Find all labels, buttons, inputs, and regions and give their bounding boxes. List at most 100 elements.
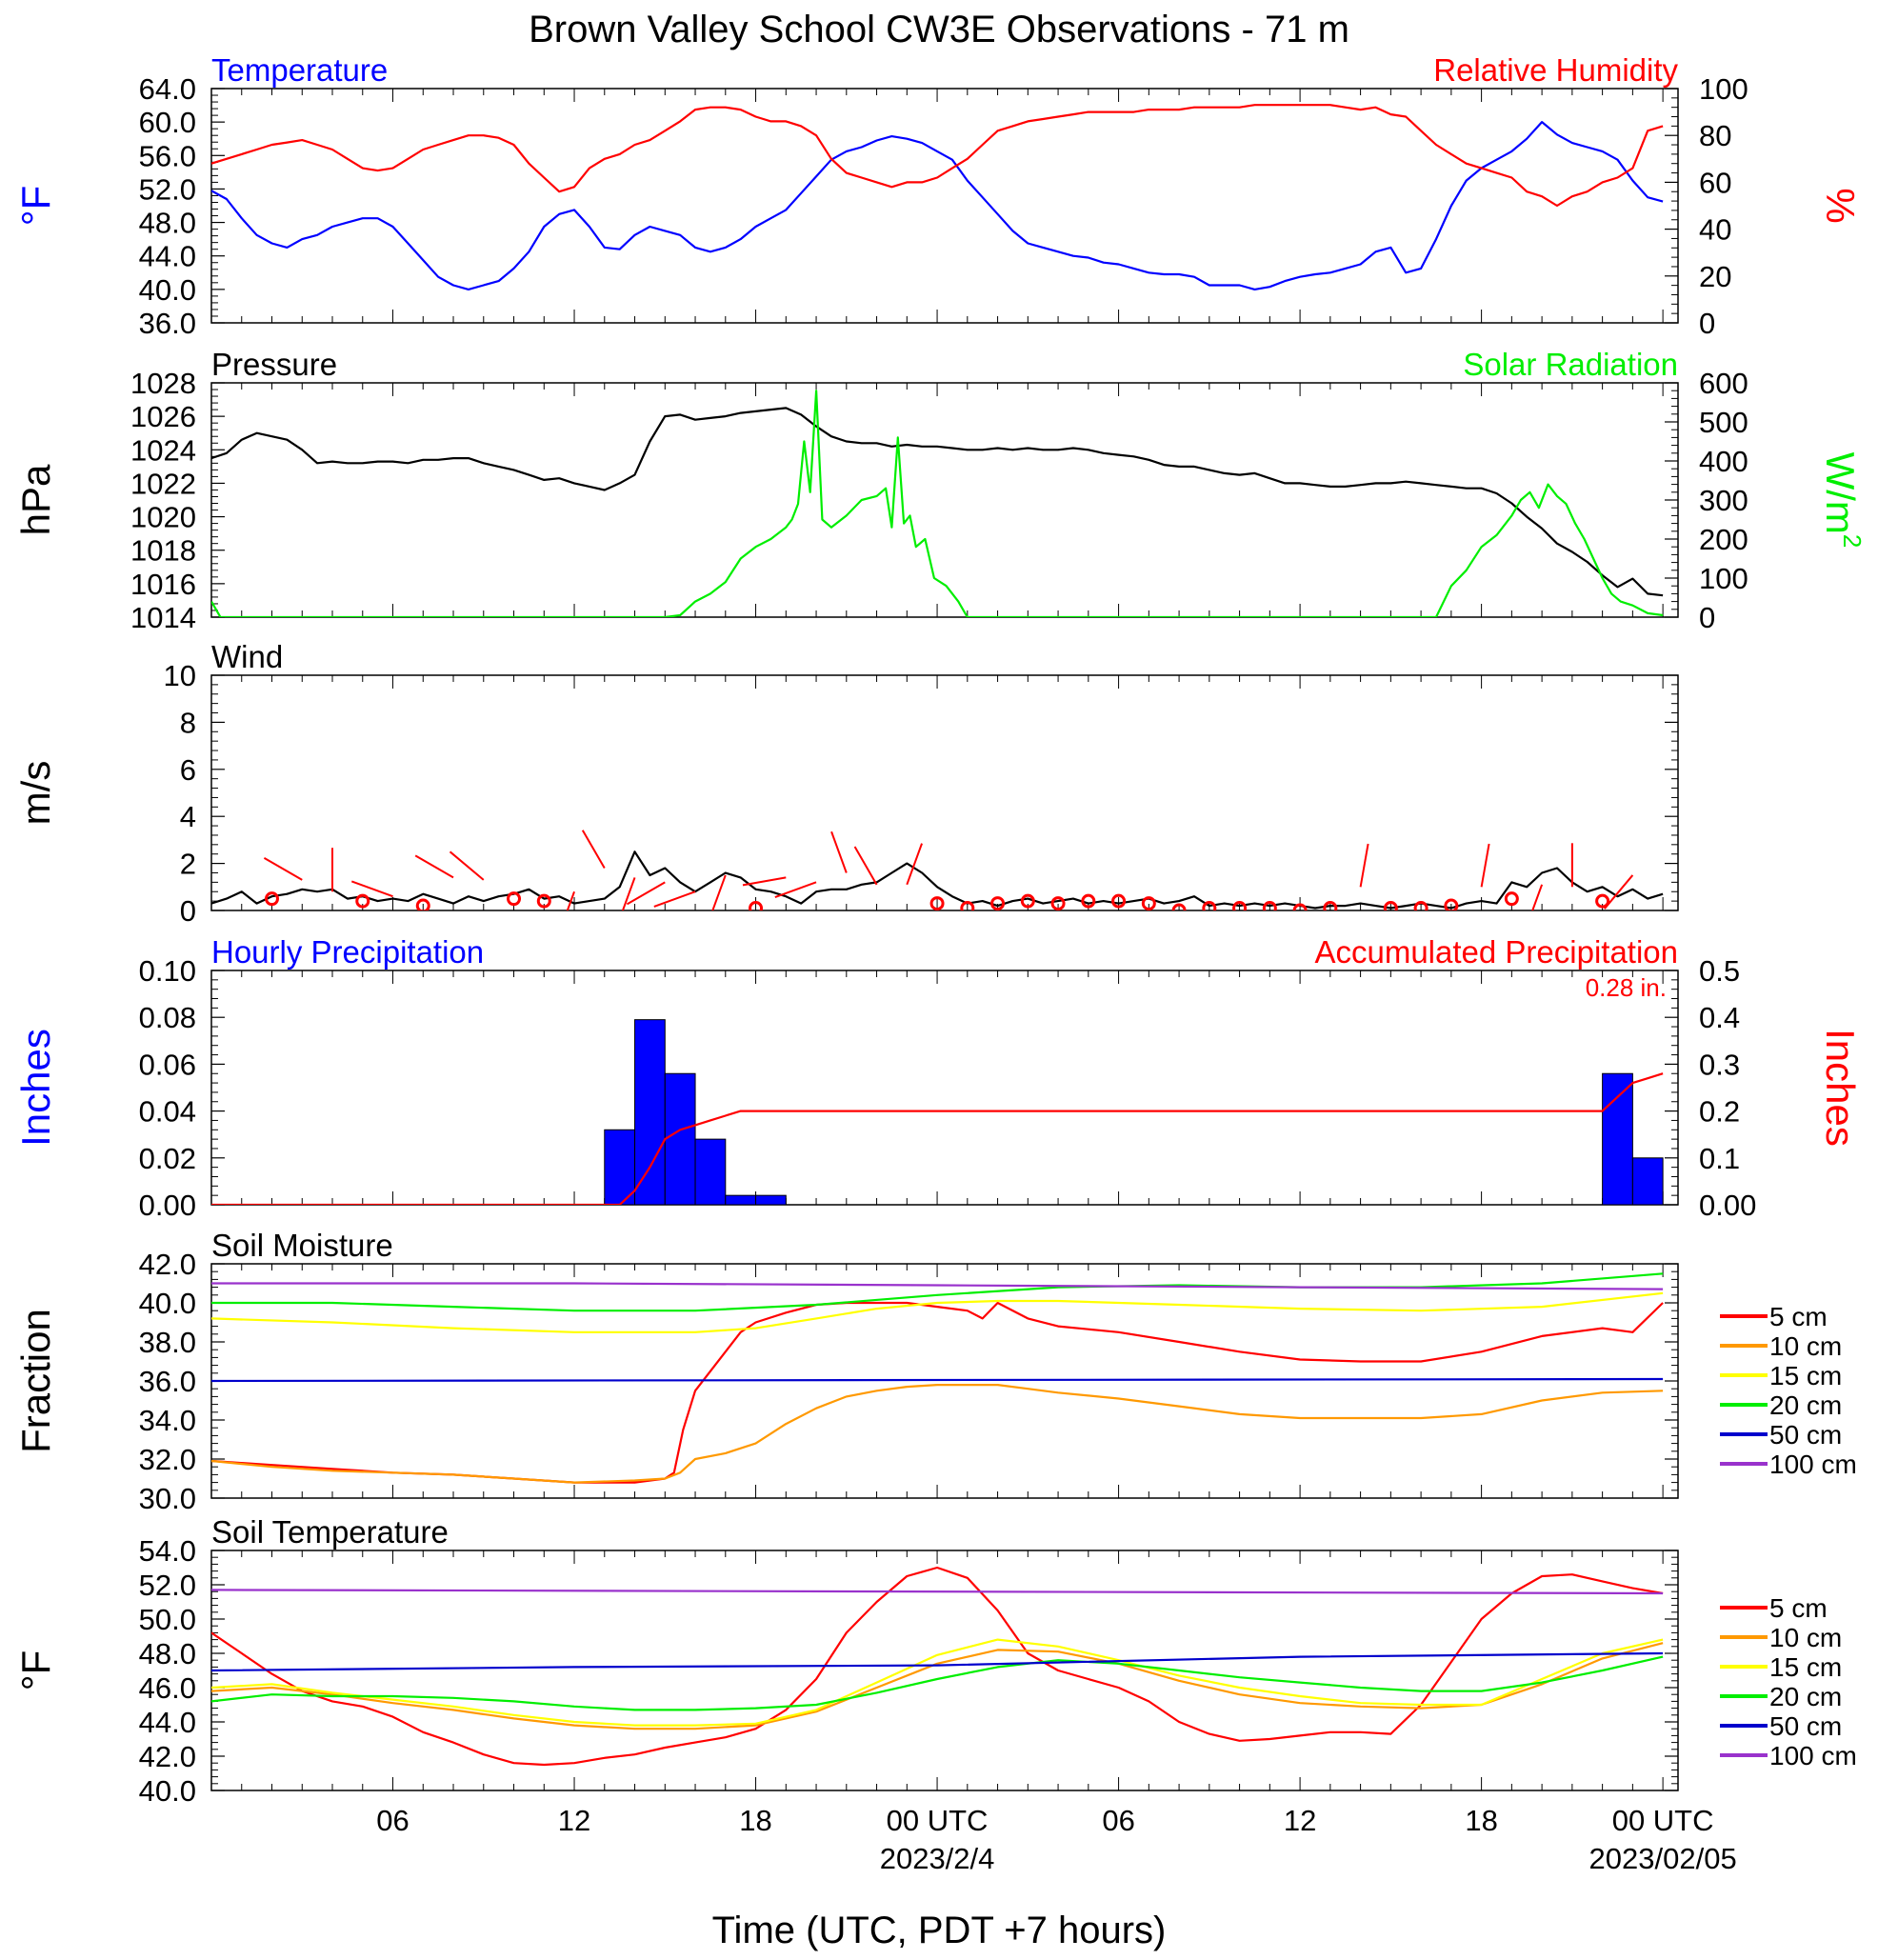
wind-barb — [711, 874, 727, 910]
x-tick-label: 06 — [1102, 1804, 1134, 1837]
figure-title: Brown Valley School CW3E Observations - … — [529, 9, 1349, 50]
y2-tick-label: 0.3 — [1699, 1048, 1740, 1081]
y2-axis-label: Inches — [1818, 1029, 1863, 1147]
wind-barb — [1480, 843, 1490, 888]
precip-bar — [604, 1129, 636, 1205]
y-tick-label: 36.0 — [139, 1365, 196, 1398]
calm-wind-marker — [960, 901, 975, 910]
series-line — [211, 1384, 1664, 1484]
x-tick-label: 00 UTC — [887, 1804, 989, 1837]
y-tick-label: 46.0 — [139, 1671, 196, 1705]
series-line — [211, 407, 1664, 597]
y2-tick-label: 400 — [1699, 445, 1748, 478]
y-tick-label: 8 — [180, 706, 196, 739]
calm-wind-marker — [749, 901, 764, 910]
wind-barb — [830, 830, 848, 873]
plot-frame — [210, 88, 1679, 324]
series-line — [211, 1291, 1664, 1333]
y2-tick-label: 0.1 — [1699, 1142, 1740, 1175]
y2-tick-label: 40 — [1699, 213, 1731, 247]
y-tick-label: 40.0 — [139, 273, 196, 307]
y-axis-label: °F — [13, 1650, 58, 1690]
x-tick-label: 06 — [376, 1804, 409, 1837]
y-axis-label: Fraction — [13, 1309, 58, 1453]
legend-label: 5 cm — [1769, 1302, 1828, 1331]
plot-frame — [210, 382, 1679, 618]
x-tick-label: 12 — [558, 1804, 590, 1837]
y-tick-label: 6 — [180, 753, 196, 787]
plot-frame — [210, 674, 1679, 911]
y-tick-label: 50.0 — [139, 1603, 196, 1636]
data-layer — [211, 1272, 1664, 1484]
legend-label: 10 cm — [1769, 1623, 1842, 1652]
y-tick-label: 1020 — [130, 501, 196, 534]
time-axis: 06 12 18 00 UTC 2023/2/4 06 12 18 00 UTC 2023/02/… — [376, 1804, 1736, 1875]
y2-tick-label: 0 — [1699, 601, 1715, 634]
y2-tick-label: 100 — [1699, 562, 1748, 595]
calm-wind-marker — [1504, 891, 1519, 907]
panel-title-right: Relative Humidity — [1433, 52, 1678, 88]
calm-wind-marker — [507, 891, 522, 907]
panel-title-left: Wind — [211, 639, 283, 674]
calm-wind-marker — [929, 896, 945, 910]
y-tick-label: 0 — [180, 894, 196, 928]
y-axis-label: hPa — [13, 464, 58, 535]
series-line — [211, 1638, 1664, 1727]
series-line — [211, 1072, 1664, 1205]
legend-label: 50 cm — [1769, 1420, 1842, 1450]
series-line — [211, 1301, 1664, 1484]
legend-label: 5 cm — [1769, 1593, 1828, 1623]
legend-label: 15 cm — [1769, 1652, 1842, 1682]
y-tick-label: 36.0 — [139, 307, 196, 340]
wind-barb — [906, 843, 923, 886]
y-tick-label: 1018 — [130, 534, 196, 568]
data-layer — [211, 1566, 1664, 1767]
series-line — [211, 121, 1664, 290]
series-line — [211, 1589, 1664, 1595]
legend-label: 20 cm — [1769, 1390, 1842, 1420]
y-tick-label: 4 — [180, 800, 196, 833]
precip-total-annotation: 0.28 in. — [1586, 973, 1667, 1002]
precip-bar — [1602, 1072, 1633, 1205]
y-axis-label: m/s — [13, 761, 58, 826]
calm-wind-marker — [1020, 893, 1035, 909]
x-date-label: 2023/02/05 — [1589, 1842, 1737, 1875]
precip-bar — [634, 1019, 666, 1205]
y-tick-label: 0.04 — [139, 1095, 196, 1129]
calm-wind-marker — [1323, 901, 1338, 910]
calm-wind-marker — [1413, 901, 1428, 910]
calm-wind-marker — [1081, 893, 1096, 909]
calm-wind-marker — [1383, 901, 1398, 910]
wind-barb — [449, 850, 485, 881]
y-tick-label: 42.0 — [139, 1248, 196, 1281]
y-tick-label: 64.0 — [139, 72, 196, 106]
y-tick-label: 1014 — [130, 601, 196, 634]
calm-wind-marker — [990, 896, 1006, 910]
precip-bar — [664, 1072, 696, 1205]
calm-wind-marker — [1141, 896, 1156, 910]
panel-soil_temp: 40.042.044.046.048.050.052.054.0 Soil Tem… — [13, 1514, 1857, 1808]
y2-tick-label: 80 — [1699, 119, 1731, 152]
series-line — [211, 1651, 1664, 1672]
y-tick-label: 48.0 — [139, 207, 196, 240]
wind-barb — [853, 846, 878, 886]
panels: 36.040.044.048.052.056.060.064.002040608… — [13, 52, 1867, 1808]
wind-barb — [263, 857, 303, 881]
panel-title-left: Temperature — [211, 52, 388, 88]
y-tick-label: 42.0 — [139, 1740, 196, 1773]
calm-wind-marker — [415, 898, 430, 910]
y-tick-label: 44.0 — [139, 1706, 196, 1739]
series-line — [211, 1282, 1664, 1290]
y-tick-label: 1024 — [130, 433, 196, 467]
calm-wind-marker — [265, 891, 280, 907]
wind-barb — [621, 877, 636, 910]
y-tick-label: 0.08 — [139, 1001, 196, 1034]
y2-axis-label-superscript: 2 — [1838, 534, 1867, 548]
panel-title-right: Accumulated Precipitation — [1314, 934, 1678, 970]
y2-tick-label: 0.4 — [1699, 1001, 1740, 1034]
legend-label: 20 cm — [1769, 1682, 1842, 1711]
calm-wind-marker — [355, 893, 370, 909]
calm-wind-marker — [1050, 896, 1066, 910]
y2-axis-label: % — [1818, 188, 1863, 223]
